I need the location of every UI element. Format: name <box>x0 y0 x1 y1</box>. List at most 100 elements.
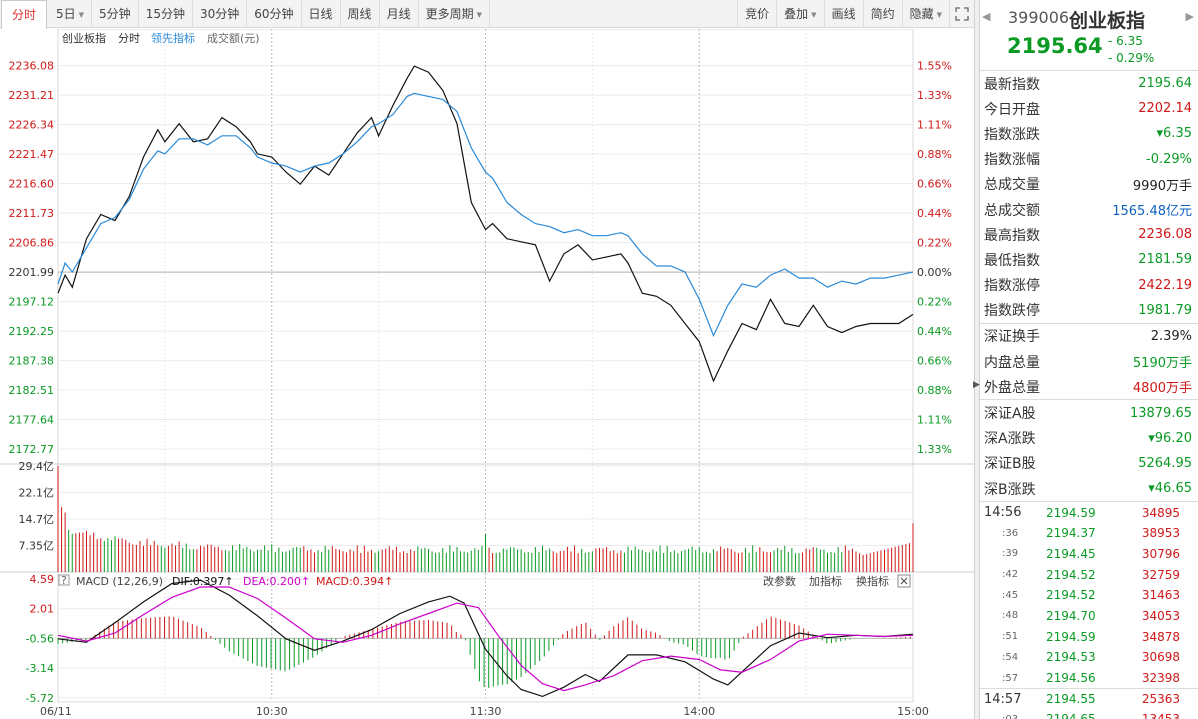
tick-price: 2194.53 <box>1046 650 1096 665</box>
info-row: 最新指数 2195.64 <box>980 71 1198 96</box>
period-tab-9[interactable]: 更多周期 ▼ <box>419 0 490 28</box>
tool-button-4[interactable]: 隐藏 ▼ <box>903 0 950 28</box>
info-row: 深B涨跌 ▾46.65 <box>980 476 1198 501</box>
period-toolbar: 分时 5日 ▼ 5分钟 15分钟 30分钟 60分钟 日线 周线 月线 更多周期 ▼ 竞价 叠加 ▼ 画线 简约… <box>0 0 974 29</box>
volume-tick-label: 14.7亿 <box>19 513 55 526</box>
period-tab-5[interactable]: 60分钟 <box>247 0 302 28</box>
tick-time: :36 <box>1002 527 1019 539</box>
price-tick-label: 2201.99 <box>9 266 55 279</box>
period-tab-6-label: 日线 <box>308 7 333 21</box>
time-tick-label: 11:30 <box>470 705 502 718</box>
pct-tick-label: 0.88% <box>917 148 952 161</box>
info-value: 2202.14 <box>1138 101 1192 117</box>
tick-row: :36 2194.37 38953 <box>980 523 1198 544</box>
collapse-arrow-icon[interactable]: ▶ <box>973 380 980 390</box>
macd-settings-icon[interactable] <box>58 574 70 586</box>
macd-tool-button[interactable]: 改参数 <box>763 574 796 588</box>
info-value: ▾6.35 <box>1156 126 1192 142</box>
period-tab-0-label: 分时 <box>12 8 37 22</box>
period-tab-8[interactable]: 月线 <box>380 0 419 28</box>
change-abs: - 6.35 <box>1108 34 1143 48</box>
stock-name: 创业板指 <box>1069 10 1146 32</box>
tick-row: :032194.6513453 <box>980 709 1198 719</box>
tick-row: :54 2194.53 30698 <box>980 647 1198 668</box>
caret-down-icon: ▼ <box>476 11 482 19</box>
period-tab-1[interactable]: 5日 ▼ <box>49 0 93 28</box>
tick-volume: 32398 <box>1141 671 1180 686</box>
period-tab-4[interactable]: 30分钟 <box>193 0 248 28</box>
prev-stock-icon[interactable]: ◀ <box>982 10 991 23</box>
period-tab-5-label: 60分钟 <box>254 7 294 21</box>
info-value: 4800万手 <box>1132 381 1192 397</box>
info-row: 最高指数 2236.08 <box>980 222 1198 247</box>
period-tab-2[interactable]: 5分钟 <box>92 0 139 28</box>
time-tick-label: 14:00 <box>683 705 715 718</box>
tick-time: :39 <box>1002 548 1019 560</box>
tick-price: 2194.56 <box>1046 671 1096 686</box>
tick-row: :51 2194.59 34878 <box>980 626 1198 647</box>
price-tick-label: 2211.73 <box>9 207 55 220</box>
chart-area[interactable]: 2236.08 1.55% 2231.21 1.33% 2226.34 1.11% 2221… <box>0 29 974 719</box>
info-row: 指数跌停 1981.79 <box>980 298 1198 323</box>
tool-button-2-label: 画线 <box>831 7 856 21</box>
period-tab-6[interactable]: 日线 <box>302 0 341 28</box>
info-value: 1565.48亿元 <box>1112 204 1192 220</box>
pct-tick-label: 0.66% <box>917 355 952 368</box>
tick-price: 2194.59 <box>1046 629 1096 644</box>
info-row: 深证换手 2.39% <box>980 324 1198 349</box>
info-value: 2.39% <box>1150 328 1192 344</box>
period-tab-8-label: 月线 <box>386 7 411 21</box>
tool-button-2[interactable]: 画线 <box>825 0 864 28</box>
tick-volume: 38953 <box>1141 526 1180 541</box>
volume-tick-label: 22.1亿 <box>19 486 55 499</box>
info-row: 今日开盘 2202.14 <box>980 96 1198 121</box>
tick-price: 2194.52 <box>1046 588 1096 603</box>
period-tab-7[interactable]: 周线 <box>341 0 380 28</box>
tick-price: 2194.65 <box>1046 712 1116 719</box>
info-label: 深B涨跌 <box>984 481 1036 498</box>
panel-divider[interactable] <box>974 0 980 719</box>
macd-tool-button[interactable]: 换指标 <box>856 574 889 588</box>
pct-tick-label: 0.88% <box>917 384 952 397</box>
info-value: 2422.19 <box>1138 277 1192 293</box>
info-label: 指数跌停 <box>984 303 1040 320</box>
info-row: 深证A股 13879.65 <box>980 400 1198 425</box>
tool-button-3-label: 简约 <box>870 7 895 21</box>
info-value: ▾46.65 <box>1148 481 1192 497</box>
volume-tick-label: 29.4亿 <box>19 460 55 473</box>
tick-price: 2194.55 <box>1046 692 1096 707</box>
pct-tick-label: 1.33% <box>917 443 952 456</box>
pct-tick-label: 0.44% <box>917 207 952 220</box>
tool-button-0[interactable]: 竞价 <box>738 0 778 28</box>
info-row: 总成交量 9990万手 <box>980 172 1198 197</box>
info-row: 深A涨跌 ▾96.20 <box>980 426 1198 451</box>
macd-dif-label: DIF:0.397↑ <box>172 575 234 588</box>
period-tab-0[interactable]: 分时 <box>1 0 48 29</box>
price-tick-label: 2177.64 <box>9 414 55 427</box>
info-label: 今日开盘 <box>984 101 1040 118</box>
leading-indicator-line <box>57 92 914 338</box>
tick-time: :45 <box>1002 589 1019 601</box>
info-label: 最高指数 <box>984 227 1040 244</box>
tool-button-1[interactable]: 叠加 ▼ <box>777 0 825 28</box>
tool-button-3[interactable]: 简约 <box>864 0 903 28</box>
time-tick-label: 15:00 <box>897 705 929 718</box>
expand-icon[interactable] <box>950 0 974 28</box>
toolbar-spacer <box>490 0 739 27</box>
tick-list[interactable]: 14:56 2194.59 34895:36 2194.37 38953 :39 2194.… <box>980 502 1198 719</box>
period-tab-3[interactable]: 15分钟 <box>139 0 193 28</box>
caret-down-icon: ▼ <box>78 11 85 19</box>
macd-tool-button[interactable]: 加指标 <box>809 574 842 588</box>
tick-volume: 34053 <box>1141 608 1180 623</box>
info-value: 1981.79 <box>1138 302 1192 318</box>
period-tab-1-label: 5日 <box>56 7 76 21</box>
period-tab-7-label: 周线 <box>347 7 372 21</box>
next-stock-icon[interactable]: ▶ <box>1185 10 1194 23</box>
info-value: 13879.65 <box>1129 405 1192 421</box>
tick-row: 14:56 2194.59 34895 <box>980 502 1198 523</box>
tick-volume: 13453 <box>1116 712 1180 719</box>
tick-time: :03 <box>980 714 1046 719</box>
pct-tick-label: 0.22% <box>917 237 952 250</box>
info-label: 外盘总量 <box>984 379 1040 396</box>
info-value: 2236.08 <box>1138 227 1192 243</box>
